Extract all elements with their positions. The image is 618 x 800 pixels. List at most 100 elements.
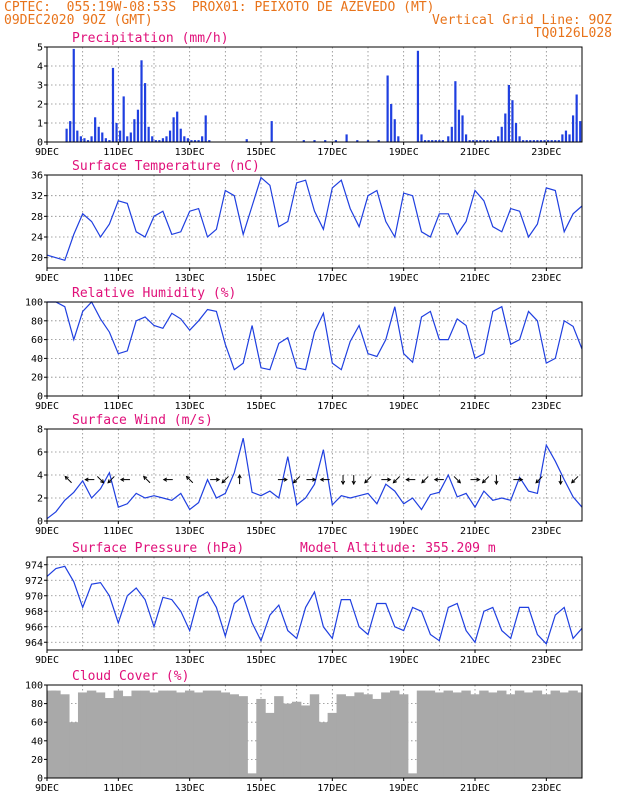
precip-bar (457, 109, 461, 142)
wind-arrow-head (162, 477, 168, 482)
x-tick-label: 17DEC (317, 655, 347, 666)
y-tick-label: 968 (25, 607, 43, 618)
cloud-bar (479, 690, 489, 778)
precip-bar (140, 60, 143, 142)
precip-bar (151, 136, 154, 142)
wind-direction-arrow (142, 475, 151, 484)
wind-direction-arrow (210, 477, 221, 482)
x-tick-label: 11DEC (103, 655, 133, 666)
y-tick-label: 4 (37, 62, 43, 73)
x-tick-label: 9DEC (35, 526, 59, 537)
cloud-bar (354, 692, 364, 778)
panel-surface-wind-m-s: 0 2 4 6 8 9DEC 11DEC 13DEC 15DEC 17DEC 19DEC 21DEC 2… (35, 413, 583, 537)
x-tick-label: 9DEC (35, 655, 59, 666)
precip-bar (423, 140, 427, 142)
precip-bar (158, 140, 161, 142)
precip-bar (427, 140, 430, 142)
wind-direction-arrow (96, 476, 105, 484)
precip-bar (176, 111, 179, 142)
series-line-surface-temperature-nc (46, 176, 583, 262)
wind-arrow-shaft (221, 476, 229, 484)
wind-direction-arrow (221, 476, 229, 484)
x-tick-label: 9DEC (35, 273, 59, 284)
cloud-bar (122, 696, 132, 778)
cloud-bar (211, 690, 222, 778)
wind-arrow-head (64, 475, 69, 480)
precip-bar (204, 115, 207, 142)
wind-direction-arrow (570, 476, 579, 484)
wind-arrow-head (312, 477, 317, 482)
precip-bar (511, 100, 514, 142)
precip-bar (108, 140, 111, 142)
cloud-bar (60, 694, 70, 778)
precip-bar (245, 139, 248, 142)
wind-arrow-head (351, 480, 356, 486)
precip-bar (76, 130, 79, 142)
precip-bar (543, 140, 546, 142)
cloud-bar (300, 705, 311, 778)
x-tick-label: 23DEC (531, 783, 561, 794)
precip-bar (529, 140, 532, 142)
x-tick-label: 13DEC (175, 526, 205, 537)
cloud-bar (247, 773, 257, 778)
precip-bar (438, 140, 441, 142)
precip-bar (111, 67, 115, 142)
cloud-bar (104, 698, 115, 778)
precip-bar (161, 138, 165, 142)
wind-direction-arrow (319, 477, 330, 482)
wind-arrow-head (340, 480, 346, 486)
header-model-id: TQ0126L028 (533, 26, 612, 41)
wind-arrow-head (84, 477, 89, 482)
wind-arrow-head (221, 479, 226, 484)
precip-bar (386, 75, 389, 142)
precip-bar (133, 119, 136, 142)
y-tick-label: 80 (31, 699, 43, 710)
wind-arrow-head (456, 479, 462, 484)
cloud-bar (452, 692, 462, 778)
cloud-bar (202, 690, 213, 778)
panel-title: Precipitation (mm/h) (72, 31, 229, 46)
y-tick-label: 966 (25, 622, 43, 633)
x-tick-label: 15DEC (246, 401, 276, 412)
cloud-bar (238, 696, 248, 778)
cloud-bar (381, 692, 391, 778)
cloud-bar (550, 690, 560, 778)
precip-bar (90, 136, 93, 142)
cloud-bar (69, 722, 79, 778)
x-tick-label: 11DEC (103, 783, 133, 794)
wind-arrow-head (433, 477, 439, 482)
precip-bar (143, 83, 147, 142)
precip-bar (497, 136, 500, 142)
y-tick-label: 972 (25, 576, 43, 587)
y-tick-label: 0 (37, 517, 43, 528)
header-grid-line-note: Vertical Grid Line: 9OZ (431, 13, 612, 28)
x-tick-label: 9DEC (35, 401, 59, 412)
precip-bar (345, 134, 348, 142)
wind-arrow-shaft (453, 476, 461, 484)
x-tick-label: 17DEC (317, 147, 347, 158)
wind-direction-arrow (351, 475, 356, 486)
cloud-bar (577, 692, 582, 778)
x-tick-label: 23DEC (531, 273, 561, 284)
precip-bar (313, 140, 316, 142)
precip-bar (126, 136, 129, 142)
wind-direction-arrow (107, 476, 115, 484)
cloud-bar (327, 712, 338, 778)
plot-frame (46, 556, 583, 651)
wind-arrow-head (100, 479, 105, 484)
cloud-bar (505, 694, 516, 778)
cloud-bar (470, 694, 480, 778)
x-tick-label: 15DEC (246, 783, 276, 794)
wind-direction-arrow (84, 477, 95, 482)
precip-bar (83, 138, 86, 142)
precip-bar (550, 140, 553, 142)
precip-bar (575, 94, 578, 142)
y-tick-label: 36 (31, 171, 43, 182)
precip-bar (486, 140, 489, 142)
precip-bar (208, 140, 211, 142)
precip-bar (197, 140, 200, 142)
precip-bar (539, 140, 543, 142)
wind-direction-arrow (185, 475, 194, 484)
x-tick-label: 15DEC (246, 273, 276, 284)
panel-surface-pressure-hpa: 964 966 968 970 972 974 9DEC 11DEC 13DEC 15DEC 17D… (25, 541, 583, 666)
